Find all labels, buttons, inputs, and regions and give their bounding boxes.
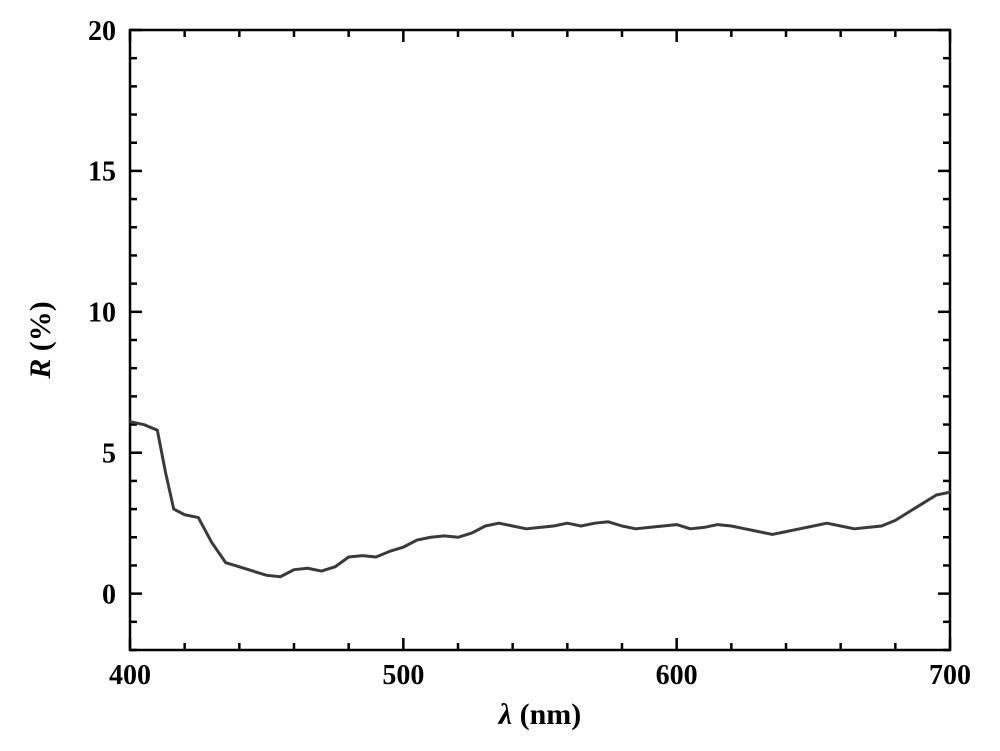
svg-text:600: 600 (656, 660, 698, 691)
svg-text:10: 10 (88, 298, 116, 329)
chart-svg: 400 500 600 700 0 5 10 15 20 λ (nm) R (%) (0, 0, 1000, 751)
svg-text:15: 15 (88, 157, 116, 188)
y-axis-label: R (%) (24, 301, 57, 380)
svg-text:500: 500 (382, 660, 424, 691)
svg-text:400: 400 (109, 660, 151, 691)
svg-text:0: 0 (102, 579, 116, 610)
reflectance-chart: 400 500 600 700 0 5 10 15 20 λ (nm) R (%) (0, 0, 1000, 751)
x-axis-label: λ (nm) (497, 698, 581, 731)
svg-text:5: 5 (102, 439, 116, 470)
svg-text:20: 20 (88, 16, 116, 47)
svg-text:700: 700 (929, 660, 971, 691)
